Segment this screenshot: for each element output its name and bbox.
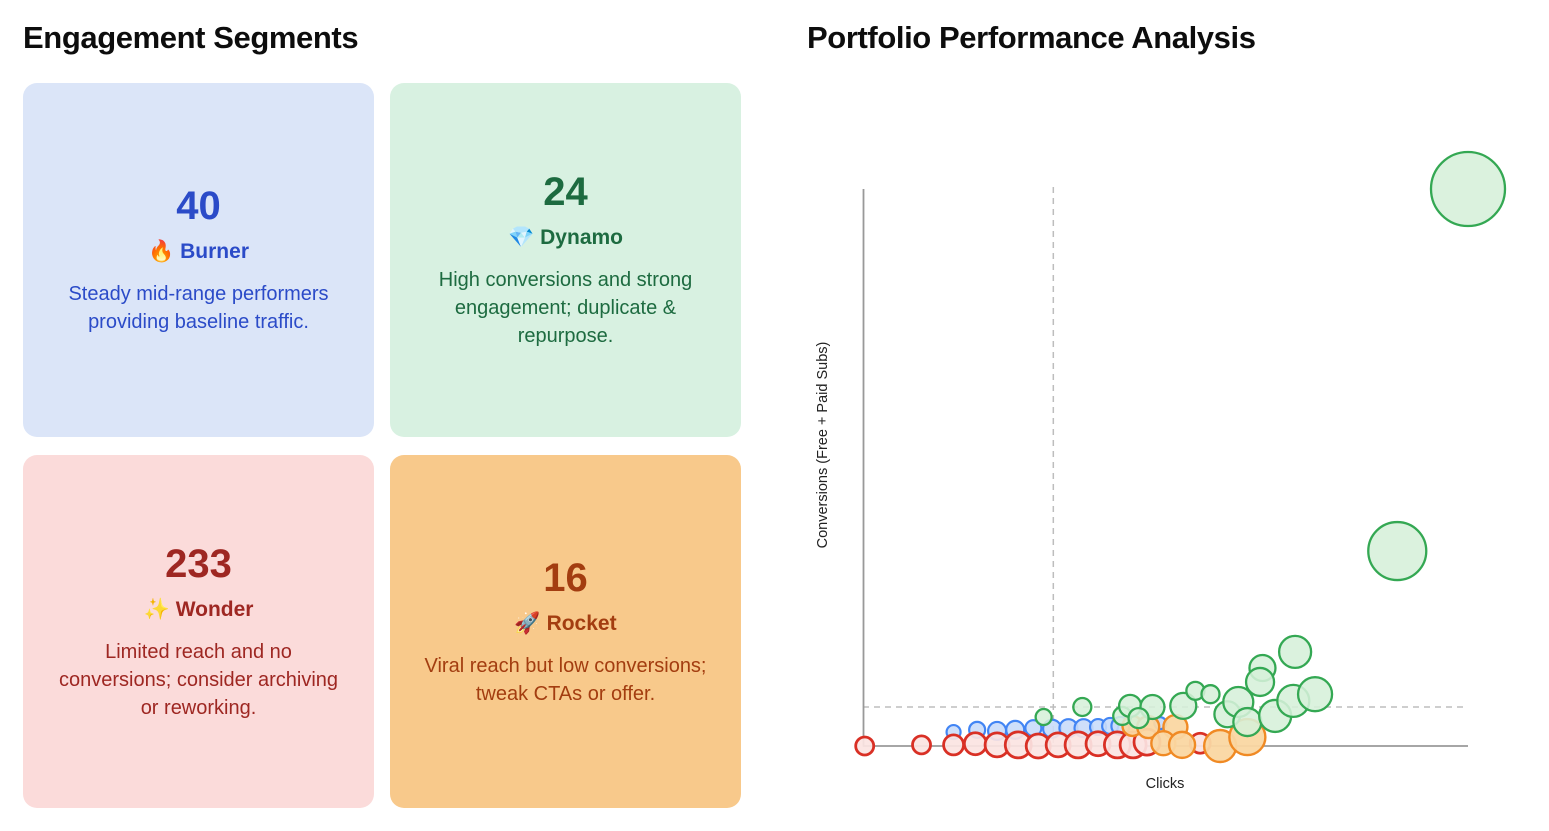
burner-label: 🔥 Burner [148, 240, 249, 264]
burner-count: 40 [176, 184, 221, 228]
portfolio-analysis-title: Portfolio Performance Analysis [807, 20, 1256, 55]
dynamo-name: Dynamo [540, 226, 623, 249]
rocket-name: Rocket [546, 611, 617, 635]
bubble-dynamo[interactable] [1200, 684, 1221, 705]
segment-card-burner: 40 🔥 Burner Steady mid-range performers p… [23, 83, 374, 437]
bubble-rocket[interactable] [1167, 730, 1197, 760]
bubble-dynamo[interactable] [1127, 707, 1150, 730]
sparkles-icon: ✨ [143, 597, 170, 621]
dynamo-description: High conversions and strong engagement; … [438, 269, 693, 347]
bubble-dynamo[interactable] [1034, 707, 1053, 727]
segment-cards-grid: 40 🔥 Burner Steady mid-range performers p… [23, 83, 741, 808]
engagement-segments-title: Engagement Segments [23, 20, 359, 55]
dynamo-count: 24 [543, 170, 588, 214]
gem-icon: 💎 [507, 226, 535, 249]
y-axis-label: Conversions (Free + Paid Subs) [815, 342, 831, 549]
wonder-label: ✨ Wonder [144, 598, 254, 622]
bubble-dynamo[interactable] [1244, 666, 1276, 698]
wonder-count: 233 [165, 541, 232, 586]
bubble-dynamo[interactable] [1429, 150, 1507, 228]
bubble-dynamo[interactable] [1232, 706, 1263, 738]
rocket-icon: 🚀 [514, 611, 541, 635]
dynamo-label: 💎 Dynamo [508, 226, 623, 250]
rocket-count: 16 [543, 555, 588, 600]
burner-description: Steady mid-range performers providing ba… [68, 283, 329, 333]
bubble-dynamo[interactable] [1296, 676, 1334, 713]
rocket-description: Viral reach but low conversions; tweak C… [424, 654, 707, 705]
wonder-description: Limited reach and no conversions; consid… [58, 640, 339, 719]
bubble-chart-panel: Clicks Conversions (Free + Paid Subs) [780, 0, 1549, 831]
burner-name: Burner [180, 240, 249, 263]
bubble-dynamo[interactable] [1277, 634, 1313, 670]
rocket-label: 🚀 Rocket [514, 612, 616, 636]
segment-card-dynamo: 24 💎 Dynamo High conversions and strong e… [390, 83, 741, 437]
wonder-name: Wonder [175, 597, 254, 621]
bubble-wonder[interactable] [854, 735, 876, 757]
bubble-dynamo[interactable] [1072, 696, 1093, 718]
segment-card-rocket: 16 🚀 Rocket Viral reach but low conversio… [390, 455, 741, 808]
bubble-wonder[interactable] [942, 733, 965, 757]
bubble-chart: Clicks Conversions (Free + Paid Subs) [815, 150, 1507, 792]
segment-card-wonder: 233 ✨ Wonder Limited reach and no convers… [23, 455, 374, 808]
bubble-wonder[interactable] [962, 731, 988, 757]
x-axis-label: Clicks [1146, 776, 1185, 792]
fire-icon: 🔥 [147, 240, 175, 263]
bubble-dynamo[interactable] [1367, 520, 1428, 582]
bubble-layer [854, 150, 1507, 764]
bubble-dynamo[interactable] [1169, 691, 1198, 721]
bubble-wonder[interactable] [911, 734, 932, 756]
